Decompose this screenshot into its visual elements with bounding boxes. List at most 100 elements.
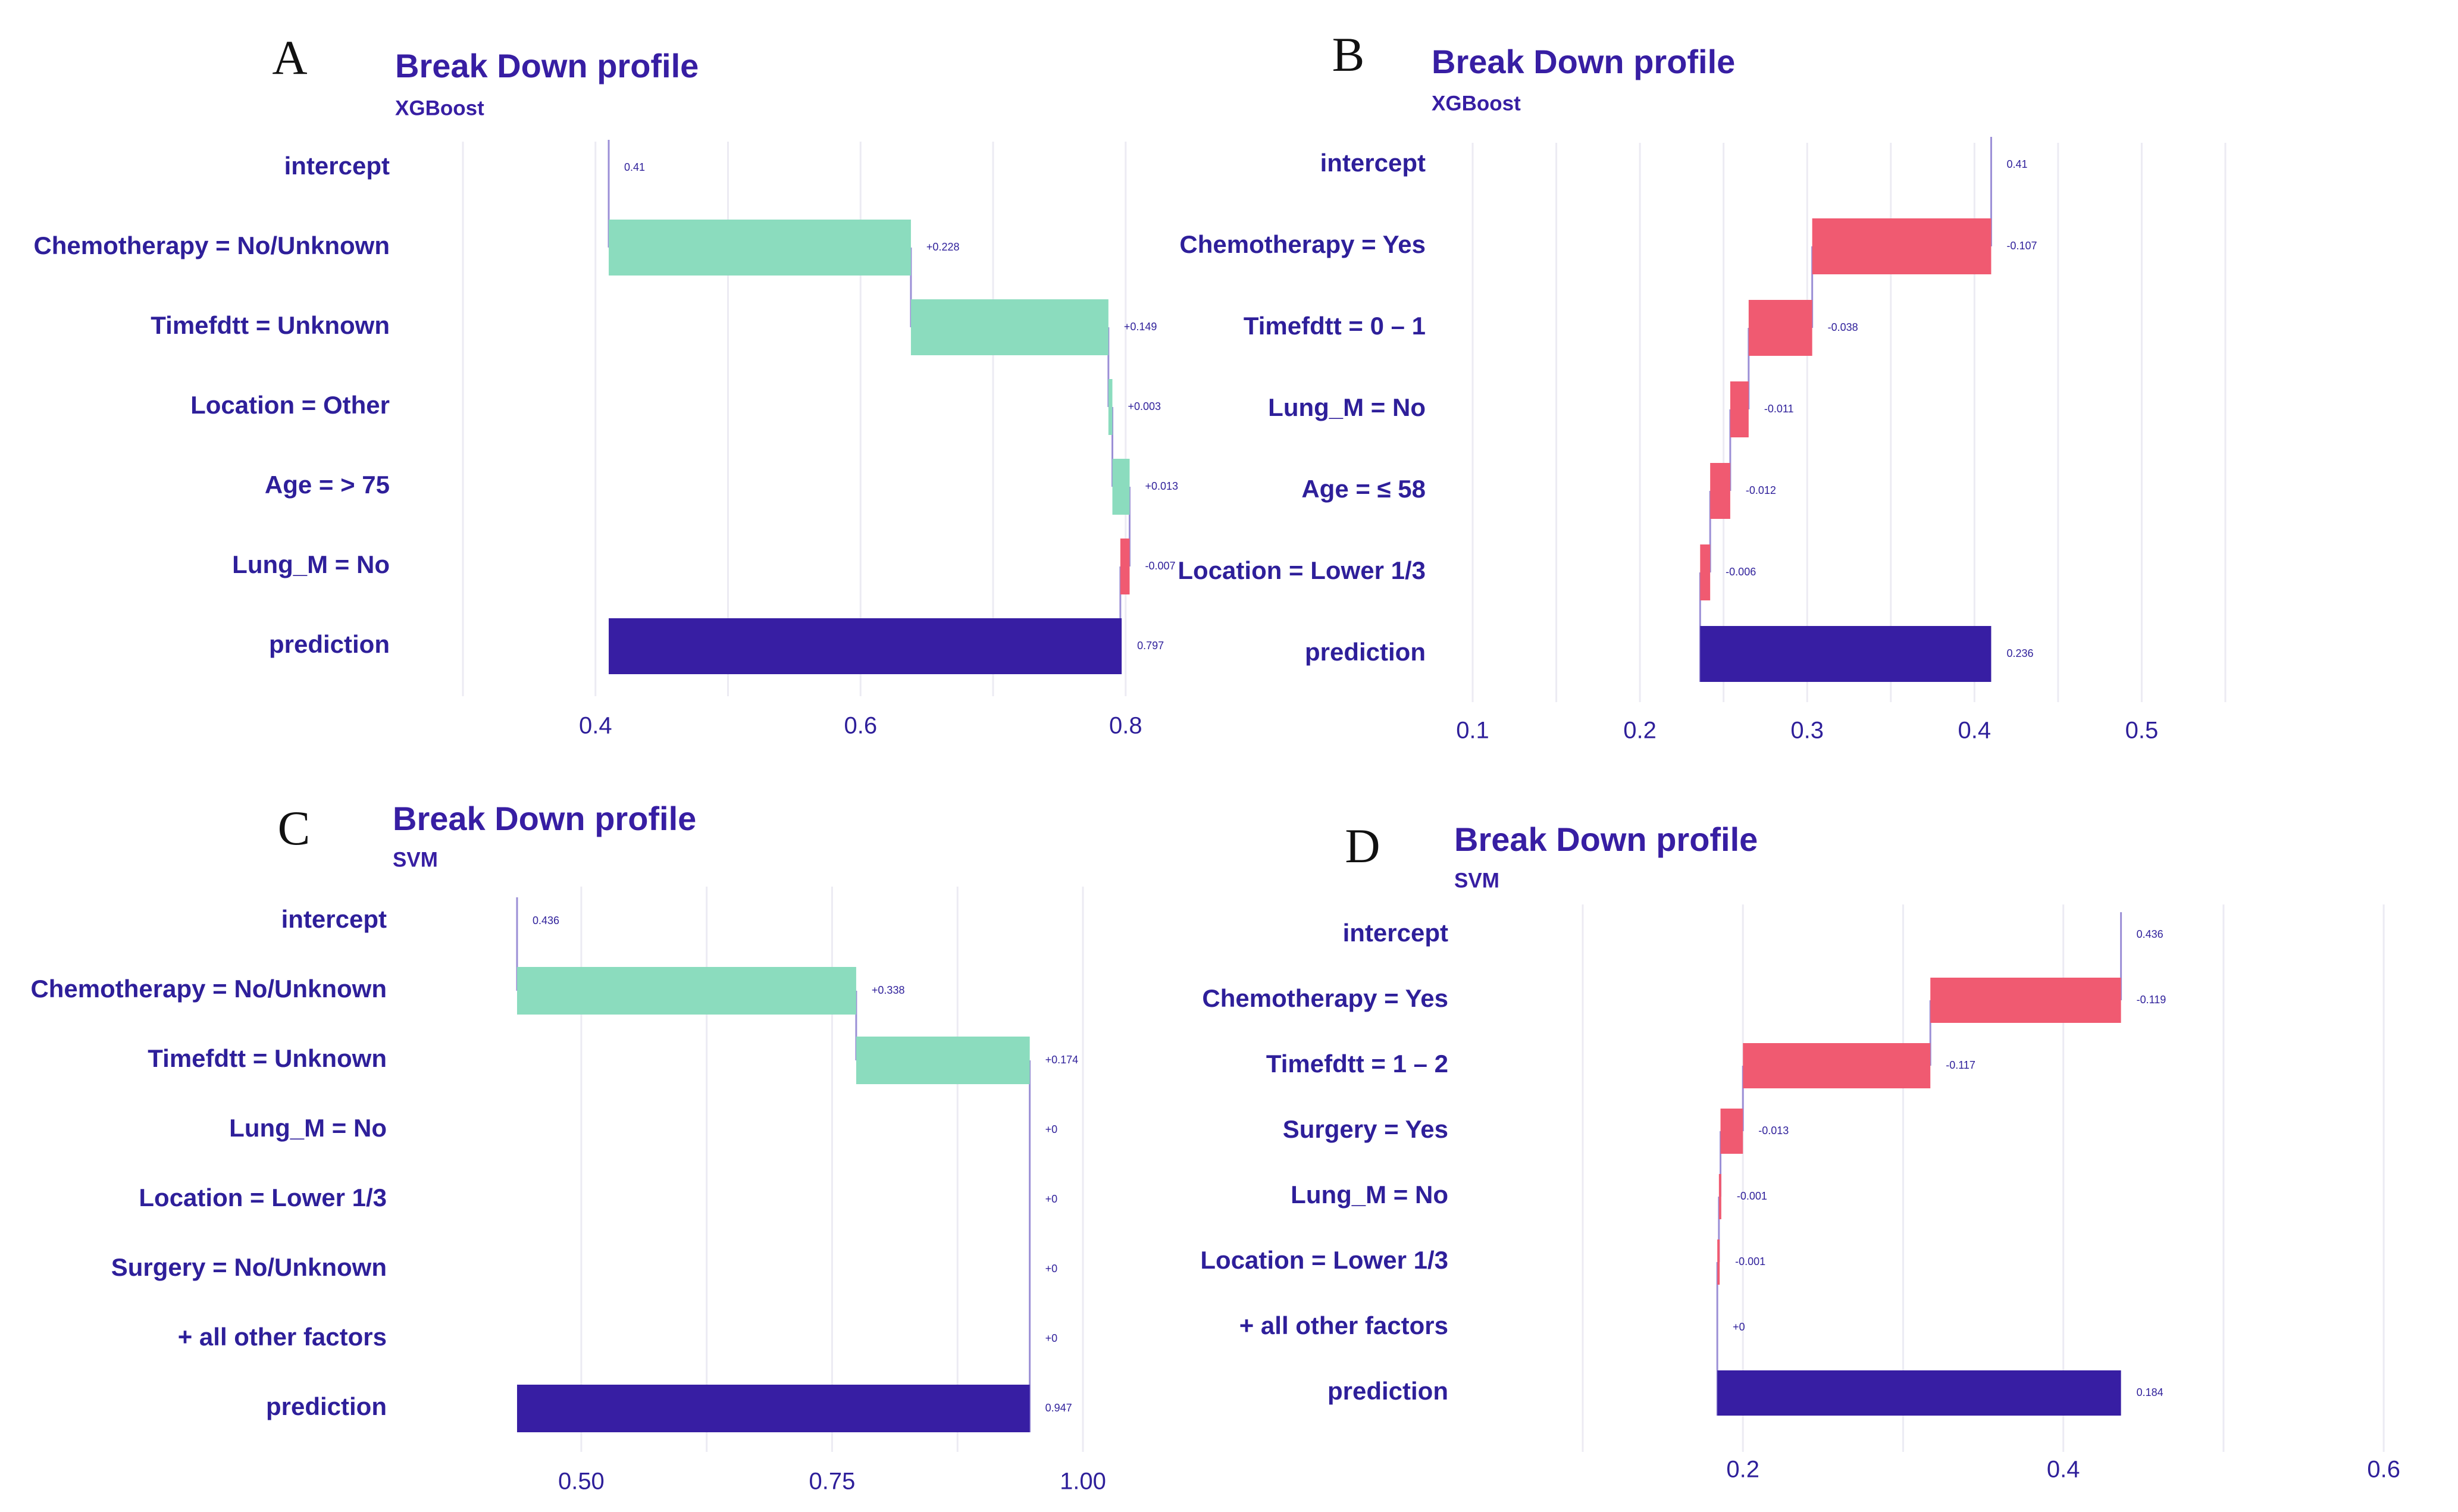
- variable-label: Lung_M = No: [1291, 1181, 1448, 1209]
- panel-label: A: [272, 30, 307, 84]
- value-label: 0.947: [1045, 1402, 1072, 1414]
- panel-label: C: [278, 801, 311, 855]
- variable-label: Location = Lower 1/3: [1200, 1246, 1448, 1274]
- variable-label: Age = ≤ 58: [1301, 475, 1426, 503]
- panel-label: B: [1332, 27, 1365, 82]
- value-label: 0.436: [2137, 928, 2163, 940]
- x-tick-label: 0.4: [579, 713, 612, 739]
- prediction-bar: [1700, 626, 1992, 682]
- increase-bar: [856, 1037, 1030, 1084]
- variable-label: Timefdtt = Unknown: [151, 311, 390, 339]
- decrease-bar: [1812, 218, 1992, 274]
- variable-label: intercept: [284, 152, 390, 180]
- value-label: +0: [1045, 1332, 1058, 1344]
- chart-title: Break Down profile: [393, 800, 696, 837]
- variable-label: Timefdtt = 0 – 1: [1244, 312, 1426, 340]
- decrease-bar: [1748, 300, 1812, 356]
- decrease-bar: [1717, 1239, 1720, 1285]
- x-tick-label: 0.2: [1623, 718, 1657, 744]
- variable-label: prediction: [266, 1392, 387, 1420]
- chart-subtitle: XGBoost: [1432, 92, 1521, 115]
- value-label: -0.117: [1946, 1059, 1975, 1071]
- value-label: +0.228: [926, 241, 960, 253]
- variable-label: Lung_M = No: [229, 1114, 387, 1142]
- panel-label: D: [1345, 819, 1380, 873]
- increase-bar: [609, 220, 911, 276]
- x-tick-label: 0.4: [1958, 718, 1992, 744]
- value-label: +0: [1045, 1123, 1058, 1135]
- panel-b: B Break Down profile XGBoost 0.1 0.2 0.3 0.4 0.…: [1178, 27, 2227, 744]
- x-tick-label: 0.6: [2367, 1457, 2400, 1483]
- variable-label: intercept: [281, 905, 387, 933]
- increase-bar: [516, 967, 856, 1015]
- variable-label: Location = Other: [190, 391, 390, 419]
- value-label: 0.436: [533, 915, 559, 926]
- panel-c: C Break Down profile SVM 0.50 0.75 1.00 interc…: [30, 800, 1106, 1495]
- variable-label: + all other factors: [1239, 1311, 1448, 1339]
- panel-d: D Break Down profile SVM 0.2 0.4 0.6 intercept…: [1200, 819, 2400, 1483]
- decrease-bar: [1700, 544, 1711, 600]
- x-tick-label: 0.6: [844, 713, 877, 739]
- x-tick-label: 0.50: [558, 1469, 605, 1495]
- value-label: 0.41: [624, 161, 645, 173]
- decrease-bar: [1720, 1109, 1743, 1154]
- value-label: -0.007: [1145, 560, 1175, 572]
- value-label: -0.012: [1746, 484, 1776, 496]
- value-label: 0.797: [1137, 640, 1164, 652]
- chart-subtitle: SVM: [1454, 869, 1499, 892]
- chart-title: Break Down profile: [395, 47, 699, 84]
- value-label: -0.013: [1758, 1125, 1789, 1137]
- x-tick-label: 1.00: [1060, 1469, 1106, 1495]
- variable-label: prediction: [1327, 1377, 1448, 1405]
- decrease-bar: [1743, 1043, 1931, 1088]
- x-tick-label: 0.1: [1456, 718, 1489, 744]
- variable-label: Surgery = Yes: [1283, 1115, 1448, 1143]
- value-label: +0.174: [1045, 1054, 1079, 1066]
- decrease-bar: [1710, 463, 1730, 519]
- value-label: +0.149: [1124, 321, 1157, 333]
- variable-label: Surgery = No/Unknown: [111, 1253, 387, 1281]
- prediction-bar: [609, 618, 1122, 674]
- value-label: +0: [1045, 1193, 1058, 1205]
- value-label: +0: [1733, 1321, 1745, 1333]
- x-tick-label: 0.2: [1726, 1457, 1759, 1483]
- x-tick-label: 0.75: [809, 1469, 856, 1495]
- x-tick-label: 0.5: [2125, 718, 2159, 744]
- decrease-bar: [1120, 539, 1130, 594]
- value-label: +0.338: [872, 984, 905, 996]
- prediction-bar: [516, 1385, 1030, 1432]
- value-label: -0.038: [1828, 321, 1858, 333]
- value-label: -0.011: [1764, 403, 1794, 415]
- variable-label: prediction: [1305, 638, 1426, 666]
- value-label: +0.013: [1145, 480, 1178, 492]
- variable-label: Lung_M = No: [232, 550, 390, 578]
- decrease-bar: [1730, 381, 1749, 437]
- increase-bar: [1108, 379, 1113, 435]
- panel-a: A Break Down profile XGBoost 0.4 0.6 0.8 inter…: [33, 30, 1178, 739]
- value-label: +0: [1045, 1263, 1058, 1275]
- chart-subtitle: XGBoost: [395, 96, 484, 120]
- value-label: 0.41: [2006, 158, 2027, 170]
- variable-label: Chemotherapy = No/Unknown: [30, 975, 387, 1003]
- variable-label: Age = > 75: [265, 471, 390, 499]
- variable-label: Location = Lower 1/3: [139, 1184, 387, 1212]
- increase-bar: [910, 299, 1109, 355]
- value-label: 0.236: [2006, 647, 2033, 659]
- variable-label: prediction: [269, 630, 390, 658]
- variable-label: Lung_M = No: [1268, 393, 1426, 421]
- variable-label: Chemotherapy = No/Unknown: [33, 231, 390, 259]
- value-label: 0.184: [2137, 1386, 2163, 1398]
- x-tick-label: 0.3: [1790, 718, 1824, 744]
- prediction-bar: [1717, 1370, 2121, 1416]
- x-tick-label: 0.8: [1109, 713, 1142, 739]
- value-label: -0.006: [1726, 566, 1756, 578]
- variable-label: intercept: [1320, 149, 1426, 177]
- decrease-bar: [1930, 978, 2121, 1023]
- chart-title: Break Down profile: [1454, 821, 1758, 858]
- variable-label: Location = Lower 1/3: [1178, 556, 1426, 584]
- value-label: -0.107: [2006, 240, 2037, 252]
- value-label: -0.119: [2137, 994, 2166, 1006]
- chart-subtitle: SVM: [393, 848, 438, 871]
